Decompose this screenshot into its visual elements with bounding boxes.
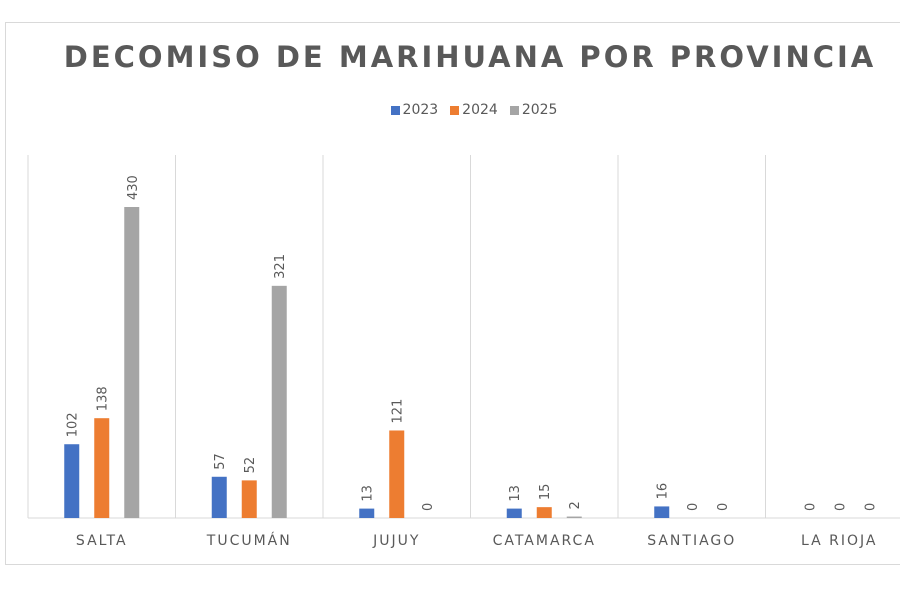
legend-label: 2024 (462, 102, 498, 118)
data-label: 16 (656, 483, 671, 500)
data-label: 138 (96, 386, 111, 411)
category-label: CATAMARCA (493, 533, 596, 549)
legend-item: 2023 (390, 102, 439, 118)
data-label: 57 (213, 453, 228, 470)
bar-2023 (359, 508, 375, 518)
data-label: 0 (421, 503, 436, 511)
bar-2023 (654, 506, 670, 518)
chart-area (5, 22, 900, 565)
legend-swatch (390, 105, 400, 115)
bar-2025 (271, 285, 287, 518)
data-label: 2 (568, 501, 583, 509)
data-label: 0 (716, 503, 731, 511)
data-label: 430 (126, 175, 141, 200)
data-label: 102 (66, 412, 81, 437)
data-label: 52 (243, 457, 258, 474)
legend-swatch (509, 105, 519, 115)
category-label: SANTIAGO (647, 533, 736, 549)
bar-2025 (124, 207, 140, 518)
data-label: 0 (803, 503, 818, 511)
data-label: 0 (833, 503, 848, 511)
category-label: JUJUY (372, 533, 420, 549)
data-label: 0 (686, 503, 701, 511)
category-label: TUCUMÁN (206, 532, 292, 549)
legend-item: 2025 (509, 102, 558, 118)
chart-title: DECOMISO DE MARIHUANA POR PROVINCIA (63, 40, 877, 74)
legend-label: 2025 (521, 102, 558, 118)
bar-2024 (241, 480, 257, 518)
bar-2023 (64, 444, 80, 518)
bar-2023 (211, 476, 227, 518)
category-label: SALTA (76, 533, 128, 549)
legend-label: 2023 (402, 102, 439, 118)
legend-item: 2024 (450, 102, 498, 118)
data-label: 121 (391, 399, 406, 424)
data-label: 13 (508, 485, 523, 502)
bar-2024 (389, 430, 405, 518)
data-label: 13 (361, 485, 376, 502)
category-label: LA RIOJA (801, 533, 877, 549)
legend-swatch (450, 105, 460, 115)
bar-2024 (94, 418, 110, 518)
bar-2025 (566, 516, 582, 518)
bar-2023 (506, 508, 522, 518)
data-label: 321 (273, 254, 288, 279)
data-label: 15 (538, 484, 553, 501)
bar-2024 (536, 507, 552, 518)
data-label: 0 (863, 503, 878, 511)
legend: 2023 2024 2025 (0, 102, 900, 118)
